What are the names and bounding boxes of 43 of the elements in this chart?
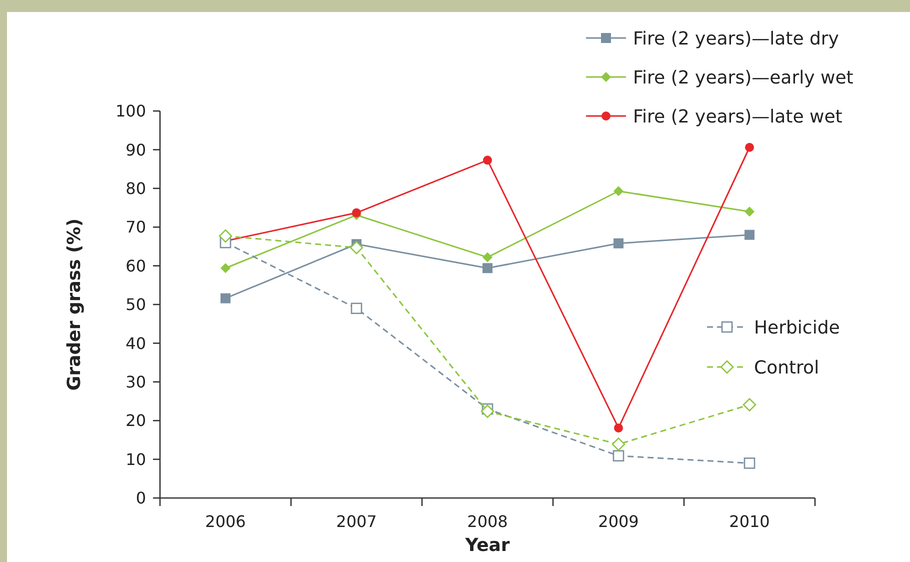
x-tick-label: 2010 <box>729 512 770 531</box>
point <box>220 293 230 304</box>
point <box>218 229 232 243</box>
y-tick-label: 20 <box>126 411 146 430</box>
point <box>612 450 624 462</box>
y-tick-label: 90 <box>126 140 146 160</box>
x-tick-label: 2009 <box>598 512 639 531</box>
x-axis-title: Year <box>464 535 510 556</box>
point <box>483 156 492 165</box>
point <box>482 252 492 262</box>
y-tick-label: 0 <box>136 488 146 508</box>
legend-label: Fire (2 years)—late dry <box>633 28 840 50</box>
point <box>744 206 754 217</box>
point <box>480 404 494 418</box>
point <box>350 240 364 254</box>
point <box>614 186 624 196</box>
y-tick-label: 40 <box>126 334 146 353</box>
point <box>220 263 230 274</box>
y-tick-label: 100 <box>115 102 146 121</box>
y-tick-label: 30 <box>126 372 146 392</box>
y-tick-label: 10 <box>126 450 146 469</box>
point <box>742 398 756 412</box>
legend-label: Herbicide <box>754 317 840 338</box>
point <box>614 423 623 432</box>
legend-label: Control <box>754 357 820 378</box>
legend-label: Fire (2 years)—early wet <box>633 67 854 88</box>
y-tick-label: 50 <box>126 295 146 314</box>
x-tick-label: 2006 <box>205 512 246 531</box>
x-tick-label: 2007 <box>336 512 377 531</box>
point <box>350 302 362 314</box>
y-tick-label: 70 <box>126 218 146 237</box>
point <box>745 142 754 152</box>
y-tick-label: 80 <box>126 179 146 198</box>
y-axis-title: Grader grass (%) <box>64 218 85 391</box>
legend-label: Fire (2 years)—late wet <box>633 106 842 128</box>
y-tick-label: 60 <box>126 256 146 276</box>
x-tick-label: 2008 <box>467 512 508 531</box>
point <box>482 263 492 274</box>
point <box>612 438 626 451</box>
point <box>744 458 756 469</box>
point <box>744 230 754 240</box>
point <box>614 238 624 248</box>
point <box>352 208 361 218</box>
